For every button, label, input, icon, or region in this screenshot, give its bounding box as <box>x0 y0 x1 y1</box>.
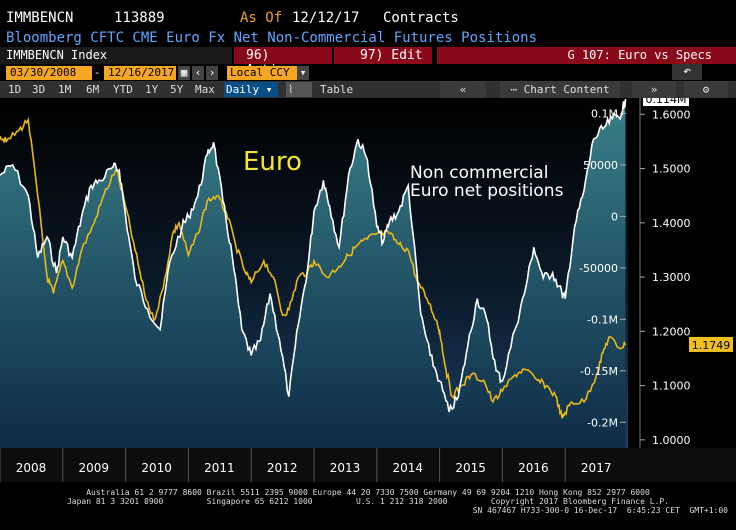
units-label: Contracts <box>383 10 459 26</box>
edit-menu-button[interactable]: 97) Edit <box>334 47 432 64</box>
footer-line-1: Australia 61 2 9777 8600 Brazil 5511 239… <box>86 488 650 497</box>
currency-select[interactable]: Local CCY <box>227 66 297 80</box>
footer-line-2: Japan 81 3 3201 8900 Singapore 65 6212 1… <box>66 497 670 506</box>
currency-dropdown-icon[interactable]: ▾ <box>297 66 309 80</box>
positions-area-fill <box>0 99 626 448</box>
left-y-tick-label: -0.1M <box>587 313 618 326</box>
toolbar: 1D 3D 1M 6M YTD 1Y 5Y Max Daily ▾ ⌇ Tabl… <box>0 81 736 98</box>
subtitle-text: Bloomberg CFTC CME Euro Fx Net Non-Comme… <box>6 30 538 46</box>
x-tick-label: 2008 <box>16 461 47 475</box>
settings-gear-icon[interactable]: ⚙ <box>684 81 728 98</box>
page-subtitle: Bloomberg CFTC CME Euro Fx Net Non-Comme… <box>0 30 736 46</box>
footer-line-3: SN 467467 H733-300-0 16-Dec-17 6:45:23 C… <box>472 506 728 515</box>
table-button[interactable]: Table <box>320 83 354 96</box>
euro-last-value-label: 1.1749 <box>692 339 731 352</box>
euro-annotation: Euro <box>243 147 302 177</box>
positions-last-value-label: 0.114M <box>646 98 687 106</box>
index-label: IMMBENCN Index <box>6 48 108 62</box>
graph-label: G 107: Euro vs Specs <box>567 48 713 62</box>
chart-area: 2008 2009 2010 2011 2012 2013 2014 2015 2016 2017… <box>0 98 736 482</box>
right-y-tick-label: 1.0000 <box>652 434 691 447</box>
date-range-dash: - <box>93 66 101 79</box>
index-field[interactable]: IMMBENCN Index <box>0 47 232 64</box>
period-text: Daily <box>226 83 260 96</box>
ticker: IMMBENCN <box>6 10 74 26</box>
security-header: IMMBENCN 113889 As Of 12/12/17 Contracts <box>0 0 736 30</box>
back-arrow-icon[interactable]: ↶ <box>672 64 702 80</box>
range-3d[interactable]: 3D <box>32 83 46 96</box>
scroll-left-icon[interactable]: « <box>440 81 486 98</box>
euro-price-line <box>0 116 627 419</box>
scroll-right-icon[interactable]: » <box>632 81 676 98</box>
next-period-icon[interactable]: › <box>206 66 218 80</box>
net-positions-annotation-line2: Euro net positions <box>410 181 564 201</box>
end-date-input[interactable]: 12/16/2017 <box>104 66 176 80</box>
net-positions-line <box>0 98 627 413</box>
x-tick-label: 2017 <box>581 461 612 475</box>
left-y-tick-label: 50000 <box>583 159 618 172</box>
prev-period-icon[interactable]: ‹ <box>192 66 204 80</box>
asof-label: As Of <box>240 10 283 26</box>
right-y-tick-label: 1.3000 <box>652 271 691 284</box>
positions-last-value-tag <box>643 98 689 107</box>
start-date-input[interactable]: 03/30/2008 <box>6 66 92 80</box>
x-tick-label: 2009 <box>79 461 110 475</box>
calendar-icon[interactable]: ▦ <box>178 66 190 80</box>
left-y-tick-label: 0 <box>611 210 618 223</box>
x-tick-label: 2012 <box>267 461 298 475</box>
chart-content-button[interactable]: ⋯ Chart Content <box>500 81 620 98</box>
asof-date: 12/12/17 <box>292 10 360 26</box>
range-1m[interactable]: 1M <box>58 83 72 96</box>
euro-last-value-tag <box>689 336 733 352</box>
x-tick-label: 2015 <box>455 461 486 475</box>
net-positions-annotation-line1: Non commercial <box>410 163 548 183</box>
x-tick-label: 2011 <box>204 461 235 475</box>
last-value: 113889 <box>114 10 165 26</box>
x-tick-label: 2016 <box>518 461 549 475</box>
x-tick-label: 2013 <box>330 461 361 475</box>
axes-layer: 2008 2009 2010 2011 2012 2013 2014 2015 2016 2017… <box>0 98 736 482</box>
x-tick-label: 2010 <box>141 461 172 475</box>
chart-content-label: Chart Content <box>523 83 610 96</box>
range-1y[interactable]: 1Y <box>145 83 159 96</box>
left-y-tick-label: 0.1M <box>591 107 618 120</box>
period-select[interactable]: Daily ▾ <box>224 82 278 97</box>
range-ytd[interactable]: YTD <box>113 83 133 96</box>
right-y-tick-label: 1.4000 <box>652 217 691 230</box>
right-y-tick-label: 1.5000 <box>652 163 691 176</box>
x-axis-band <box>0 448 736 482</box>
right-y-tick-label: 1.1000 <box>652 380 691 393</box>
left-y-tick-label: -50000 <box>579 262 618 275</box>
end-date-text: 12/16/2017 <box>108 66 175 79</box>
currency-text: Local CCY <box>230 66 290 79</box>
x-tick-label: 2014 <box>393 461 424 475</box>
range-5y[interactable]: 5Y <box>170 83 184 96</box>
plot-layer <box>0 98 627 448</box>
right-y-tick-label: 1.2000 <box>652 325 691 338</box>
left-y-tick-label: -0.2M <box>587 416 618 429</box>
chart-content-icon: ⋯ <box>510 83 517 96</box>
range-max[interactable]: Max <box>195 83 215 96</box>
actions-menu-button[interactable]: 96) Actions <box>234 47 332 78</box>
graph-title-button[interactable]: G 107: Euro vs Specs <box>437 47 736 64</box>
left-y-tick-label: -0.15M <box>580 365 618 378</box>
edit-label: 97) Edit <box>360 48 423 63</box>
range-1d[interactable]: 1D <box>8 83 22 96</box>
line-chart-icon[interactable]: ⌇ <box>286 82 312 97</box>
range-6m[interactable]: 6M <box>86 83 100 96</box>
start-date-text: 03/30/2008 <box>10 66 77 79</box>
right-y-tick-label: 1.6000 <box>652 108 691 121</box>
